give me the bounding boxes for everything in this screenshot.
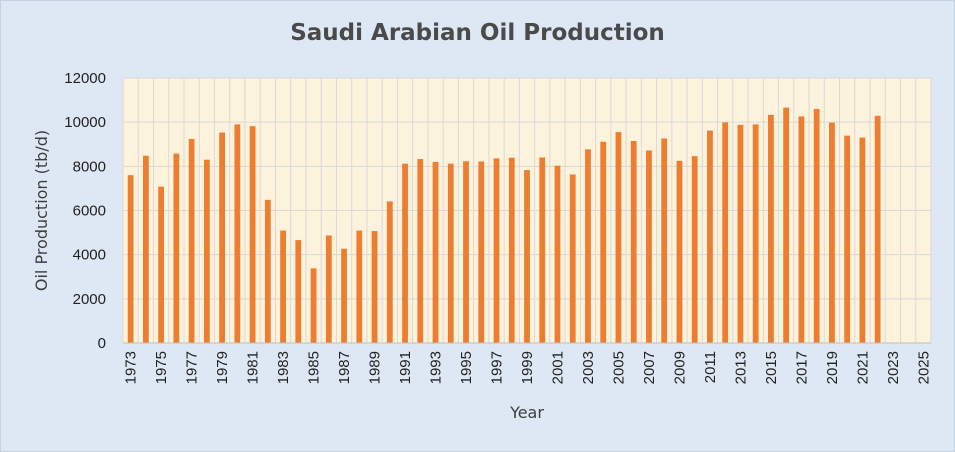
bar: [813, 108, 820, 344]
bar: [447, 163, 454, 343]
bar: [127, 175, 134, 343]
x-tick-label: 1993: [428, 351, 445, 384]
y-tick-label: 0: [98, 335, 106, 352]
bar: [188, 138, 195, 343]
bar: [371, 231, 378, 343]
x-tick-label: 1989: [367, 351, 384, 384]
x-tick-label: 1973: [123, 351, 140, 384]
bar: [493, 158, 500, 343]
x-tick-label: 2023: [885, 351, 902, 384]
bar: [249, 126, 256, 344]
bar: [402, 163, 408, 343]
bar: [341, 248, 347, 343]
bar: [432, 161, 439, 343]
bar: [280, 230, 286, 343]
bar: [234, 124, 241, 343]
x-tick-label: 1983: [275, 351, 292, 384]
bar: [539, 157, 546, 343]
x-tick-label: 2019: [824, 351, 841, 384]
bar: [569, 174, 576, 343]
bar: [630, 140, 637, 343]
bar: [219, 132, 225, 343]
bar: [798, 116, 805, 343]
bar: [859, 137, 866, 343]
x-tick-label: 1977: [184, 351, 201, 384]
x-tick-label: 1997: [489, 351, 506, 384]
x-tick-label: 2001: [549, 351, 566, 384]
bar: [173, 153, 180, 343]
chart-title: Saudi Arabian Oil Production: [290, 20, 665, 46]
bar: [722, 122, 729, 343]
x-tick-label: 2005: [610, 351, 627, 384]
x-tick-label: 2013: [732, 351, 749, 384]
x-tick-label: 2025: [915, 351, 932, 384]
y-axis-label: Oil Production (tb/d): [32, 130, 51, 291]
bar: [600, 141, 607, 343]
bar: [707, 130, 713, 343]
bar: [783, 107, 790, 343]
bar: [615, 132, 622, 343]
bar: [508, 157, 515, 343]
bar: [691, 156, 698, 343]
x-tick-label: 1985: [306, 351, 323, 384]
bar: [264, 199, 271, 343]
bar: [386, 201, 393, 343]
bar: [524, 170, 530, 343]
bar: [463, 161, 469, 343]
bar: [295, 240, 302, 343]
x-tick-label: 1979: [214, 351, 231, 384]
bar: [844, 135, 851, 343]
x-tick-label: 1999: [519, 351, 536, 384]
bar: [661, 138, 668, 343]
bar: [142, 155, 149, 343]
y-tick-label: 2000: [73, 291, 106, 308]
x-tick-label: 1975: [153, 351, 170, 384]
bar: [646, 150, 652, 343]
x-tick-label: 2015: [763, 351, 780, 384]
y-tick-label: 4000: [73, 247, 106, 264]
bar: [325, 235, 332, 343]
bar: [752, 124, 759, 343]
x-tick-label: 1987: [336, 351, 353, 384]
bar: [585, 149, 591, 343]
x-tick-label: 1991: [397, 351, 414, 384]
x-tick-label: 2009: [671, 351, 688, 384]
x-axis-ticks: 1973 1975 1977 1979 1981 1983 1985 1987 1989 1991…: [123, 351, 933, 384]
y-axis-ticks: 0 2000 4000 6000 8000 10000 12000: [64, 70, 106, 352]
x-tick-label: 2011: [702, 351, 719, 383]
x-tick-label: 1981: [245, 351, 262, 384]
bar: [737, 124, 744, 343]
bar-series: [127, 107, 881, 344]
x-tick-label: 2021: [854, 351, 871, 384]
x-tick-label: 2003: [580, 351, 597, 384]
bar: [356, 230, 363, 343]
x-tick-label: 1995: [458, 351, 475, 384]
y-tick-label: 10000: [64, 114, 106, 131]
bar: [829, 122, 835, 343]
bar: [874, 115, 881, 343]
bar: [676, 160, 683, 343]
bar: [768, 114, 774, 343]
x-tick-label: 2017: [793, 351, 810, 384]
bar: [158, 186, 165, 343]
bar: [417, 159, 424, 343]
bar: [310, 268, 317, 343]
x-tick-label: 2007: [641, 351, 658, 384]
y-tick-label: 12000: [64, 70, 106, 87]
bar: [203, 159, 210, 343]
bar: [478, 161, 485, 343]
y-tick-label: 8000: [73, 158, 106, 175]
y-tick-label: 6000: [73, 203, 106, 220]
bar: [554, 165, 561, 343]
x-axis-label: Year: [509, 403, 544, 422]
